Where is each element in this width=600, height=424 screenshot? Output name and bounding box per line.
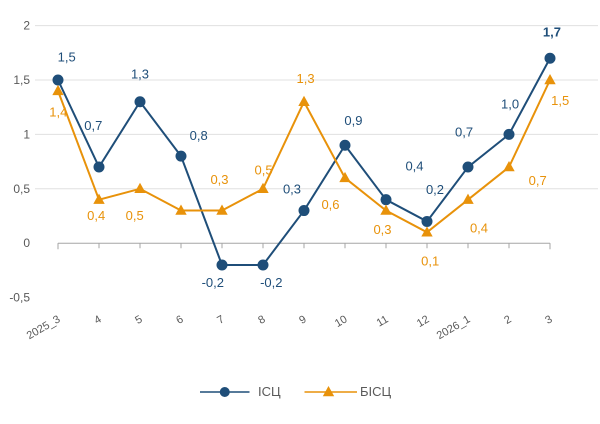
svg-text:11: 11 [375, 313, 391, 329]
svg-text:-0,2: -0,2 [202, 275, 224, 290]
svg-text:0,5: 0,5 [126, 208, 144, 223]
svg-text:6: 6 [174, 313, 185, 326]
svg-text:0,5: 0,5 [13, 182, 30, 196]
svg-text:5: 5 [133, 313, 144, 326]
svg-text:0,3: 0,3 [210, 172, 228, 187]
svg-text:0,7: 0,7 [455, 124, 473, 139]
svg-text:1,7: 1,7 [543, 25, 561, 40]
svg-text:2: 2 [502, 313, 513, 326]
svg-text:1,5: 1,5 [551, 93, 569, 108]
svg-text:2025_3: 2025_3 [25, 313, 63, 342]
svg-text:0,5: 0,5 [255, 163, 273, 178]
svg-text:0,3: 0,3 [283, 181, 301, 196]
svg-text:-0,2: -0,2 [260, 275, 282, 290]
svg-text:1: 1 [23, 127, 30, 141]
svg-text:8: 8 [256, 313, 267, 326]
svg-text:0,3: 0,3 [373, 222, 391, 237]
svg-text:0,7: 0,7 [84, 118, 102, 133]
svg-text:0,4: 0,4 [87, 208, 105, 223]
svg-text:2: 2 [23, 19, 30, 33]
svg-text:0,2: 0,2 [426, 182, 444, 197]
svg-text:0,8: 0,8 [190, 128, 208, 143]
svg-text:3: 3 [543, 313, 554, 326]
svg-text:7: 7 [215, 313, 226, 326]
svg-text:ІСЦ: ІСЦ [258, 384, 281, 399]
svg-text:2026_1: 2026_1 [435, 313, 473, 342]
svg-text:0,7: 0,7 [529, 173, 547, 188]
svg-text:0,4: 0,4 [470, 220, 488, 235]
svg-text:1,3: 1,3 [297, 71, 315, 86]
svg-text:4: 4 [92, 313, 103, 326]
svg-text:0,6: 0,6 [321, 197, 339, 212]
svg-text:9: 9 [297, 313, 308, 326]
svg-text:1,0: 1,0 [501, 97, 519, 112]
svg-text:-0,5: -0,5 [9, 291, 30, 305]
svg-text:1,4: 1,4 [49, 105, 67, 120]
svg-text:0: 0 [23, 236, 30, 250]
svg-text:12: 12 [415, 313, 432, 330]
svg-text:1,5: 1,5 [58, 50, 76, 65]
svg-text:0,9: 0,9 [344, 113, 362, 128]
svg-text:10: 10 [333, 313, 350, 330]
svg-text:0,1: 0,1 [421, 253, 439, 268]
svg-text:1,3: 1,3 [131, 66, 149, 81]
svg-text:0,4: 0,4 [405, 159, 423, 174]
svg-text:БІСЦ: БІСЦ [360, 384, 392, 399]
svg-text:1,5: 1,5 [13, 73, 30, 87]
